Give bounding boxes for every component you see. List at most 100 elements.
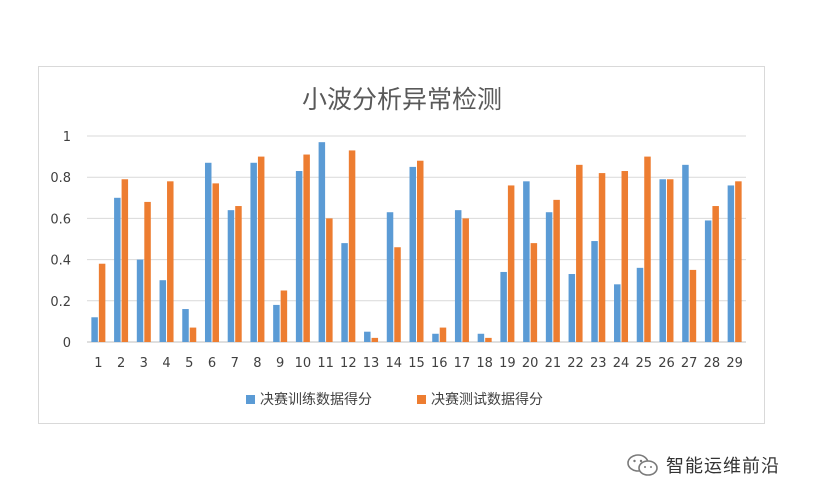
- bar-series1-11: [318, 142, 326, 342]
- x-tick-label: 3: [140, 356, 148, 371]
- x-tick-label: 7: [231, 356, 239, 371]
- bar-series1-25: [636, 267, 644, 342]
- bar-chart: 小波分析异常检测 00.20.40.60.81 1 2 3 4 5 6 7 8 9 10 11 12 1…: [50, 85, 746, 408]
- bar-series2-10: [303, 154, 310, 342]
- bar-series1-29: [727, 185, 735, 342]
- x-tick-label: 24: [613, 356, 630, 371]
- bar-series1-21: [545, 212, 553, 342]
- x-tick-label: 26: [658, 356, 675, 371]
- bar-series1-15: [409, 166, 416, 342]
- bar-series1-16: [432, 333, 439, 342]
- chart-title: 小波分析异常检测: [302, 85, 502, 114]
- bar-series2-14: [394, 247, 401, 342]
- x-tick-label: 25: [635, 356, 652, 371]
- legend-swatch-1: [246, 395, 255, 404]
- x-tick-label: 1: [94, 356, 102, 371]
- bar-series2-26: [666, 179, 674, 342]
- y-tick-label: 0.4: [50, 254, 71, 269]
- bar-series2-22: [576, 164, 583, 342]
- x-tick-label: 28: [704, 356, 721, 371]
- bar-series1-22: [568, 274, 576, 342]
- chart-frame: 小波分析异常检测 0 0.2 0.4 0.6 0.8 1 1 2 3 4 5 6 7 8 9 10 11 12 1…: [38, 66, 765, 424]
- x-tick-label: 21: [545, 356, 562, 371]
- bar-series1-7: [227, 210, 235, 342]
- bar-series1-18: [477, 333, 485, 342]
- bar-series2-6: [212, 183, 219, 342]
- bar-series2-28: [712, 206, 719, 342]
- bar-series2-3: [144, 201, 151, 342]
- legend-swatch-2: [417, 395, 426, 404]
- bar-series2-24: [621, 171, 629, 342]
- bar-series2-18: [485, 337, 492, 342]
- bar-series2-19: [507, 185, 515, 342]
- bar-series2-9: [280, 290, 288, 342]
- x-tick-label: 10: [295, 356, 312, 371]
- x-tick-label: 8: [253, 356, 261, 371]
- bar-series2-13: [371, 337, 379, 342]
- bar-series1-24: [614, 284, 621, 342]
- legend-label-2: 决赛测试数据得分: [431, 391, 543, 408]
- bar-series1-1: [91, 317, 98, 342]
- y-tick-label: 1: [63, 130, 71, 145]
- bar-series2-2: [121, 179, 129, 342]
- y-tick-label: 0.6: [50, 212, 71, 227]
- x-tick-label: 18: [476, 356, 493, 371]
- x-tick-label: 13: [363, 356, 380, 371]
- bar-series2-23: [598, 173, 606, 342]
- bar-series2-7: [235, 206, 242, 342]
- bar-series1-4: [159, 280, 167, 342]
- bar-series2-17: [462, 218, 469, 342]
- bar-series1-27: [682, 164, 689, 342]
- bar-series1-10: [295, 171, 303, 342]
- x-tick-label: 17: [454, 356, 471, 371]
- bar-series2-4: [167, 181, 174, 342]
- wechat-icon: [627, 454, 658, 476]
- y-axis-ticks: 0 0.2 0.4 0.6 0.8 1: [50, 130, 71, 351]
- bar-series1-12: [341, 243, 348, 342]
- x-tick-label: 11: [317, 356, 334, 371]
- y-tick-label: 0: [63, 336, 71, 351]
- bar-series2-29: [735, 181, 742, 342]
- x-tick-label: 15: [408, 356, 425, 371]
- legend: 决赛训练数据得分 决赛测试数据得分: [246, 391, 543, 408]
- x-tick-label: 29: [726, 356, 743, 371]
- bar-series2-15: [417, 160, 424, 342]
- bar-series2-25: [644, 156, 651, 342]
- bar-series2-8: [257, 156, 265, 342]
- x-tick-label: 23: [590, 356, 607, 371]
- bar-series1-13: [364, 331, 371, 342]
- x-tick-label: 4: [162, 356, 170, 371]
- bar-series2-11: [326, 218, 333, 342]
- bar-series1-14: [386, 212, 394, 342]
- x-tick-label: 16: [431, 356, 448, 371]
- bar-series2-12: [348, 150, 356, 342]
- x-tick-label: 6: [208, 356, 216, 371]
- bar-series2-20: [530, 243, 538, 342]
- x-tick-label: 2: [117, 356, 125, 371]
- bar-series1-28: [704, 220, 712, 342]
- bar-series1-6: [204, 162, 212, 342]
- bar-series2-27: [689, 269, 697, 342]
- bar-series1-19: [500, 271, 507, 342]
- x-tick-label: 20: [522, 356, 539, 371]
- bars: [91, 142, 742, 342]
- x-tick-label: 12: [340, 356, 357, 371]
- x-tick-label: 5: [185, 356, 193, 371]
- x-tick-label: 14: [386, 356, 403, 371]
- legend-label-1: 决赛训练数据得分: [260, 391, 372, 408]
- x-tick-label: 22: [567, 356, 584, 371]
- x-axis-ticks: 1 2 3 4 5 6 7 8 9 10 11 12 13 14 15 16 17 18 19 20 21 22 23 24 2…: [94, 356, 743, 371]
- y-tick-label: 0.8: [50, 171, 71, 186]
- bar-series1-9: [273, 304, 280, 342]
- bar-series1-3: [136, 259, 144, 342]
- bar-series1-23: [591, 241, 598, 342]
- bar-series1-8: [250, 162, 257, 342]
- watermark-text: 智能运维前沿: [666, 456, 780, 477]
- gridlines: [87, 135, 746, 343]
- bar-series2-21: [553, 199, 560, 342]
- x-tick-label: 27: [681, 356, 698, 371]
- bar-series1-26: [659, 179, 666, 342]
- bar-series1-2: [114, 197, 121, 342]
- bar-series2-1: [98, 263, 106, 342]
- watermark: 智能运维前沿: [626, 452, 780, 478]
